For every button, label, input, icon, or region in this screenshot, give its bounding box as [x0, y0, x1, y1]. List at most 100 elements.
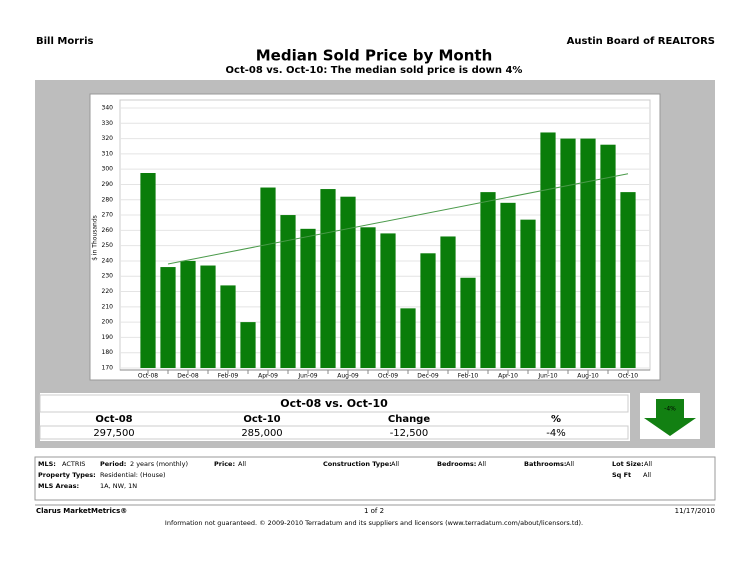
summary-value: -4% [546, 428, 565, 439]
summary-title: Oct-08 vs. Oct-10 [280, 397, 388, 410]
title: Median Sold Price by Month [256, 47, 493, 65]
summary-header: % [551, 414, 561, 425]
criteria-label: Lot Size: [612, 460, 644, 468]
bar [480, 192, 496, 368]
y-tick-label: 340 [102, 105, 114, 112]
bar [380, 233, 396, 368]
bar [160, 267, 176, 368]
bar [260, 187, 276, 368]
x-tick-label: Apr-10 [498, 373, 518, 380]
criteria-label: MLS: [38, 460, 56, 468]
bar [200, 265, 216, 368]
y-tick-label: 300 [102, 166, 114, 173]
disclaimer: Information not guaranteed. © 2009-2010 … [165, 519, 583, 527]
bar [280, 215, 296, 368]
y-tick-label: 180 [102, 349, 114, 356]
criteria-label: Construction Type: [323, 460, 392, 468]
criteria-value: 2 years (monthly) [130, 460, 188, 468]
x-tick-label: Oct-10 [618, 373, 638, 380]
summary-value: 285,000 [241, 428, 282, 439]
x-tick-label: Jun-10 [537, 373, 557, 380]
bar [140, 173, 156, 368]
bar [500, 202, 516, 368]
bar [440, 236, 456, 368]
y-tick-label: 270 [102, 212, 114, 219]
bar [320, 189, 336, 368]
x-tick-label: Feb-09 [218, 373, 239, 380]
y-tick-label: 210 [102, 303, 114, 310]
criteria-label: Price: [214, 460, 235, 468]
brand: Clarus MarketMetrics® [36, 507, 127, 515]
x-tick-label: Oct-09 [378, 373, 398, 380]
subtitle: Oct-08 vs. Oct-10: The median sold price… [226, 65, 523, 76]
bar [360, 227, 376, 368]
summary-value-row [39, 425, 629, 440]
y-tick-label: 320 [102, 135, 114, 142]
page-number: 1 of 2 [364, 507, 384, 515]
y-tick-label: 220 [102, 288, 114, 295]
criteria-value: All [391, 460, 399, 468]
author: Bill Morris [36, 36, 93, 47]
bar [220, 285, 236, 368]
bar [240, 322, 256, 368]
criteria-value: All [643, 471, 651, 479]
y-tick-label: 230 [102, 273, 114, 280]
bar [420, 253, 436, 368]
x-tick-label: Feb-10 [458, 373, 479, 380]
bar [520, 219, 536, 368]
x-tick-label: Dec-09 [417, 373, 439, 380]
summary-value: -12,500 [390, 428, 429, 439]
bar [180, 260, 196, 368]
badge-label: -4% [664, 406, 676, 413]
criteria-label: MLS Areas: [38, 482, 79, 490]
y-tick-label: 200 [102, 319, 114, 326]
trend-line [167, 173, 629, 265]
summary-header: Change [388, 414, 430, 425]
y-tick-label: 250 [102, 242, 114, 249]
criteria-label: Sq Ft [612, 471, 631, 479]
y-axis-label: $ in Thousands [92, 215, 99, 261]
bar [580, 138, 596, 368]
criteria-label: Bathrooms: [524, 460, 566, 468]
x-tick-label: Apr-09 [258, 373, 278, 380]
y-tick-label: 190 [102, 334, 114, 341]
criteria-value: 1A, NW, 1N [100, 482, 137, 490]
criteria-value: All [566, 460, 574, 468]
y-tick-label: 310 [102, 150, 114, 157]
y-tick-label: 280 [102, 196, 114, 203]
summary-header: Oct-10 [243, 414, 280, 425]
criteria-value: ACTRIS [62, 460, 85, 468]
criteria-value: Residential: (House) [100, 471, 166, 479]
criteria-box [34, 456, 716, 501]
x-tick-label: Oct-08 [138, 373, 158, 380]
bar [460, 277, 476, 368]
summary-value: 297,500 [93, 428, 134, 439]
y-tick-label: 170 [102, 365, 114, 372]
bar [560, 138, 576, 368]
down-arrow [644, 399, 696, 436]
bar [300, 228, 316, 368]
criteria-label: Property Types: [38, 471, 96, 479]
criteria-label: Period: [100, 460, 126, 468]
y-tick-label: 240 [102, 257, 114, 264]
bar [340, 196, 356, 368]
x-tick-label: Jun-09 [297, 373, 317, 380]
bar [400, 308, 416, 368]
x-tick-label: Aug-09 [337, 373, 359, 380]
x-tick-label: Dec-08 [177, 373, 199, 380]
bar [620, 192, 636, 368]
criteria-value: All [478, 460, 486, 468]
criteria-value: All [644, 460, 652, 468]
criteria-label: Bedrooms: [437, 460, 476, 468]
criteria-value: All [238, 460, 246, 468]
summary-title-row [39, 394, 629, 413]
report-date: 11/17/2010 [675, 507, 715, 515]
y-tick-label: 260 [102, 227, 114, 234]
bar [600, 144, 616, 368]
bar [540, 132, 556, 368]
board: Austin Board of REALTORS [567, 36, 715, 47]
summary-header: Oct-08 [95, 414, 132, 425]
y-tick-label: 330 [102, 120, 114, 127]
